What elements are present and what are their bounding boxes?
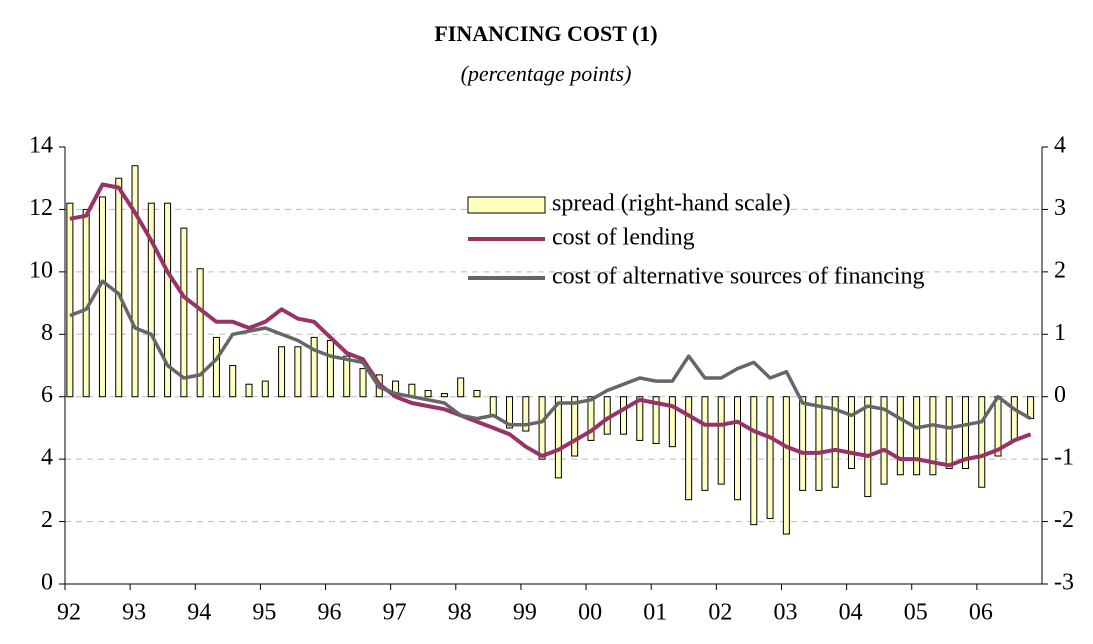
bar [424,389,432,398]
y-tick-label: 4 [41,445,53,471]
bar [685,396,693,501]
legend-swatch [467,196,546,214]
bar [538,396,546,460]
bar [913,396,921,476]
bar [131,165,139,398]
bar [929,396,937,476]
x-tick-label: 97 [383,600,407,626]
bar [734,396,742,501]
bar [196,268,204,398]
y-tick-label: 2 [41,507,53,533]
bar [554,396,562,479]
bar [636,396,644,441]
legend-label: cost of lending [552,225,695,251]
line [69,182,1032,468]
bar [278,346,286,398]
bar [98,196,106,398]
x-tick-label: 98 [448,600,472,626]
bar [620,396,628,435]
bar [668,396,676,448]
bar [978,396,986,488]
bar [473,389,481,398]
y-tick-label: 12 [29,195,53,221]
bar [147,202,155,398]
bar [326,340,334,398]
y2-tick-label: 2 [1054,257,1066,283]
y-tick-label: 6 [41,382,53,408]
bar [880,396,888,485]
y-tick-label: 8 [41,320,53,346]
bar [815,396,823,491]
bar [864,396,872,498]
y2-tick-label: 0 [1054,382,1066,408]
bar [587,396,595,441]
legend-label: spread (right-hand scale) [552,191,791,217]
x-tick-label: 02 [708,600,732,626]
x-tick-label: 94 [187,600,211,626]
chart-title: FINANCING COST (1) [434,21,657,46]
bar [961,396,969,470]
bar [164,202,172,398]
bar [1027,396,1035,420]
bar [799,396,807,491]
x-tick-label: 00 [578,600,602,626]
x-tick-label: 03 [773,600,797,626]
x-tick-label: 01 [643,600,667,626]
bar [782,396,790,535]
x-tick-label: 95 [252,600,276,626]
x-tick-label: 96 [318,600,342,626]
bar [831,396,839,488]
bar [359,368,367,398]
bar [847,396,855,470]
x-tick-label: 92 [57,600,81,626]
y2-tick-label: -2 [1054,507,1074,533]
bar [440,393,448,398]
bar [343,355,351,398]
bar [229,365,237,398]
x-tick-label: 04 [839,600,863,626]
y-tick-label: 0 [41,570,53,596]
y2-tick-label: -3 [1054,570,1074,596]
bar [489,396,497,416]
x-tick-label: 06 [969,600,993,626]
bar [652,396,660,445]
x-tick-label: 93 [122,600,146,626]
y2-tick-label: 1 [1054,320,1066,346]
bar [294,346,302,398]
bar [1010,396,1018,441]
bar [66,202,74,398]
bar [506,396,514,429]
bar [750,396,758,526]
y-tick-label: 10 [29,257,53,283]
bar [180,227,188,398]
bar [457,377,465,398]
x-tick-label: 99 [513,600,537,626]
bar [571,396,579,457]
y2-tick-label: -1 [1054,445,1074,471]
bar [245,383,253,398]
bar [115,177,123,398]
bar [522,396,530,432]
y-tick-label: 14 [29,133,53,159]
bar [701,396,709,491]
bar [310,336,318,398]
legend-label: cost of alternative sources of financing [552,264,925,290]
x-tick-label: 05 [904,600,928,626]
bar [717,396,725,485]
y2-tick-label: 4 [1054,133,1066,159]
bar [261,380,269,398]
chart-subtitle: (percentage points) [461,61,632,86]
bar [212,336,220,398]
line [69,279,1032,430]
bar [766,396,774,519]
bar [896,396,904,476]
y2-tick-label: 3 [1054,195,1066,221]
bar [945,396,953,470]
